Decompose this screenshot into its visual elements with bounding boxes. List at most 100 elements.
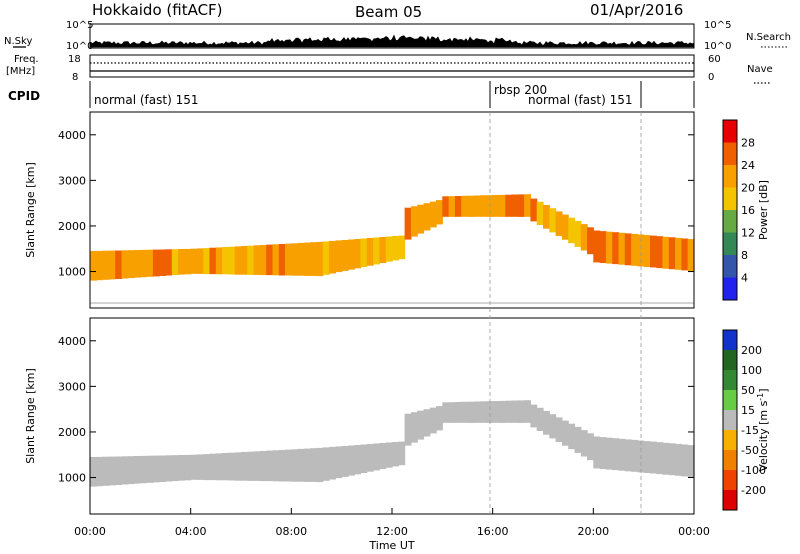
power-cell-61 <box>473 195 481 217</box>
velocity-cell-43 <box>360 444 368 473</box>
power-cell-81 <box>599 231 607 263</box>
velocity-cell-72 <box>543 411 550 435</box>
velocity-cell-23 <box>234 452 242 481</box>
power-cell-45 <box>373 237 380 265</box>
velocity-cell-9 <box>146 455 154 483</box>
power-colorbar-tick-4: 20 <box>741 182 755 195</box>
velocity-cell-46 <box>379 443 387 469</box>
velocity-y-label: Slant Range [km] <box>24 368 37 464</box>
power-cell-36 <box>316 241 324 277</box>
power-colorbar-swatch-0 <box>723 277 737 300</box>
power-colorbar-swatch-2 <box>723 232 737 255</box>
power-cell-42 <box>354 239 362 269</box>
velocity-panel-bg <box>90 318 694 514</box>
velocity-cell-70 <box>530 404 538 428</box>
velocity-cell-60 <box>467 401 475 423</box>
power-cell-35 <box>310 242 318 276</box>
power-cell-71 <box>536 201 544 225</box>
power-panel-bg <box>90 112 694 308</box>
power-cell-7 <box>134 250 141 278</box>
velocity-cell-29 <box>272 450 280 482</box>
power-cell-46 <box>379 237 387 263</box>
power-cell-37 <box>322 241 330 275</box>
velocity-colorbar-tick-5: -50 <box>741 444 759 457</box>
power-cell-13 <box>171 249 179 276</box>
power-cell-40 <box>341 240 349 271</box>
velocity-cell-71 <box>536 407 544 431</box>
power-cell-0 <box>90 251 97 281</box>
velocity-cell-41 <box>348 445 355 476</box>
power-cell-9 <box>146 249 154 277</box>
velocity-cell-0 <box>90 457 97 487</box>
velocity-ytick-label-2: 3000 <box>58 380 86 393</box>
nsearch-label: N.Search <box>746 32 791 43</box>
power-heatmap <box>90 194 695 281</box>
power-cell-89 <box>650 235 657 268</box>
velocity-cell-55 <box>436 406 443 431</box>
velocity-y-axis: 1000 2000 3000 4000 <box>58 335 694 485</box>
power-ytick-label-1: 2000 <box>58 220 86 233</box>
velocity-cell-16 <box>190 454 198 480</box>
power-cell-24 <box>241 246 248 275</box>
power-cell-38 <box>329 240 336 274</box>
power-cell-5 <box>121 250 129 279</box>
xtick-label-6: 00:00 <box>678 525 710 538</box>
velocity-colorbar-swatch-5 <box>723 390 737 410</box>
power-cell-69 <box>524 194 531 217</box>
nsky-tick-bottom: 10^0 <box>66 41 93 52</box>
cpid-label: CPID <box>8 89 40 103</box>
power-cell-30 <box>278 244 286 276</box>
velocity-cell-62 <box>480 401 487 423</box>
power-ytick-label-0: 1000 <box>58 266 86 279</box>
beam-title: Beam 05 <box>355 3 422 21</box>
power-cell-90 <box>656 236 664 269</box>
velocity-cell-37 <box>322 447 330 481</box>
velocity-colorbar-label: Velocity [m s-1] <box>756 388 770 471</box>
power-y-label: Slant Range [km] <box>24 162 37 258</box>
power-cell-85 <box>624 233 632 266</box>
power-cell-68 <box>517 194 525 217</box>
velocity-colorbar-swatch-8 <box>723 330 737 350</box>
xtick-label-2: 08:00 <box>275 525 307 538</box>
velocity-cell-88 <box>643 441 651 473</box>
power-cell-57 <box>448 196 456 217</box>
velocity-cell-6 <box>127 456 135 485</box>
power-cell-66 <box>505 194 513 217</box>
velocity-cell-20 <box>215 453 223 481</box>
velocity-cell-48 <box>392 442 399 467</box>
power-cell-94 <box>681 238 689 271</box>
power-cell-3 <box>108 250 116 280</box>
velocity-cell-32 <box>291 449 299 482</box>
power-cell-86 <box>631 233 638 266</box>
velocity-ytick-label-0: 1000 <box>58 472 86 485</box>
velocity-cell-68 <box>517 400 525 423</box>
velocity-cell-30 <box>278 450 286 482</box>
velocity-cell-13 <box>171 455 179 482</box>
power-cell-20 <box>215 247 223 275</box>
power-cell-87 <box>637 234 645 267</box>
velocity-cell-17 <box>197 454 204 480</box>
velocity-cell-5 <box>121 456 129 485</box>
power-cell-49 <box>398 235 406 260</box>
velocity-cell-22 <box>228 452 236 481</box>
velocity-cell-64 <box>492 401 500 423</box>
power-colorbar-label: Power [dB] <box>757 180 770 240</box>
power-cell-14 <box>178 249 185 275</box>
velocity-cell-76 <box>568 423 576 450</box>
power-cell-43 <box>360 238 368 267</box>
power-cell-1 <box>96 250 104 281</box>
power-cell-12 <box>165 249 173 276</box>
power-cell-92 <box>668 237 676 270</box>
power-ytick-label-2: 3000 <box>58 174 86 187</box>
nsky-right-tick-top: 10^5 <box>704 20 731 31</box>
power-cell-76 <box>568 217 576 244</box>
power-cell-52 <box>417 204 425 234</box>
velocity-cell-79 <box>587 433 594 461</box>
power-cell-29 <box>272 244 280 276</box>
velocity-cell-50 <box>404 413 412 446</box>
power-cell-64 <box>492 195 500 217</box>
velocity-cell-18 <box>203 454 211 481</box>
xtick-label-1: 04:00 <box>175 525 207 538</box>
cpid-segment-2: rbsp 200 <box>494 83 547 97</box>
